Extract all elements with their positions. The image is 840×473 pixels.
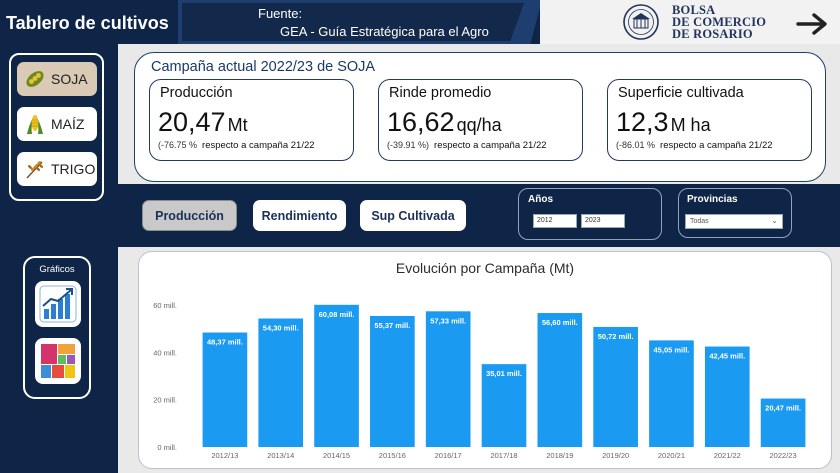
- year-from-input[interactable]: 2012: [533, 214, 577, 228]
- treemap-icon: [41, 344, 75, 378]
- bar[interactable]: [649, 340, 694, 447]
- chart-section: Evolución por Campaña (Mt) 0 mill. 20 mil…: [118, 247, 840, 473]
- soy-icon: [26, 71, 44, 87]
- bar[interactable]: [537, 313, 583, 447]
- metric-button-sup-cultivada[interactable]: Sup Cultivada: [360, 200, 466, 231]
- org-logo-area: [540, 0, 840, 44]
- x-tick-label: 2019/20: [602, 451, 629, 460]
- kpi-change: (-86.01 % respecto a campaña 21/22: [616, 140, 773, 151]
- provinces-dropdown[interactable]: Todas ⌄: [685, 214, 783, 229]
- bar-data-label: 54,30 mill.: [263, 323, 299, 332]
- crop-label-trigo: TRIGO: [51, 161, 96, 177]
- kpi-value: 20,47 Mt: [158, 107, 248, 137]
- arrow-right-icon[interactable]: [796, 12, 830, 36]
- bar-chart: 0 mill. 20 mill. 40 mill. 60 mill. 48,37 mil…: [153, 301, 806, 460]
- bar[interactable]: [258, 318, 304, 447]
- x-tick-label: 2017/18: [490, 451, 517, 460]
- bar-data-label: 55,37 mill.: [374, 321, 410, 330]
- campaign-title: Campaña actual 2022/23 de SOJA: [151, 59, 376, 75]
- kpi-title: Producción: [160, 85, 233, 101]
- kpi-section: Campaña actual 2022/23 de SOJA Producció…: [118, 44, 840, 184]
- bar[interactable]: [202, 332, 248, 447]
- kpi-title: Superficie cultivada: [618, 85, 744, 101]
- header-bar: Tablero de cultivos Fuente: GEA - Guía E…: [0, 0, 840, 44]
- provinces-filter-title: Provincias: [687, 194, 738, 205]
- bar-data-label: 20,47 mill.: [765, 404, 801, 413]
- bar-chart-button[interactable]: [35, 281, 81, 327]
- x-tick-label: 2013/14: [267, 451, 294, 460]
- bar[interactable]: [593, 326, 638, 447]
- campaign-panel: Campaña actual 2022/23 de SOJA Producció…: [134, 52, 826, 182]
- bar-data-label: 35,01 mill.: [486, 369, 522, 378]
- source-panel: [182, 3, 524, 41]
- chart-panel: Evolución por Campaña (Mt) 0 mill. 20 mil…: [138, 251, 832, 469]
- bar-data-label: 48,37 mill.: [207, 338, 243, 347]
- chevron-down-icon: ⌄: [771, 216, 778, 225]
- kpi-value: 12,3 M ha: [616, 107, 711, 137]
- x-tick-label: 2015/16: [379, 451, 406, 460]
- bar[interactable]: [481, 364, 527, 447]
- kpi-card-rinde: Rinde promedio 16,62 qq/ha (-39.91 %) resp…: [378, 79, 583, 161]
- org-seal-icon: [623, 4, 659, 40]
- y-tick-label: 0 mill.: [157, 443, 177, 452]
- bar[interactable]: [425, 311, 471, 447]
- bar[interactable]: [760, 398, 806, 447]
- bar-data-label: 42,45 mill.: [709, 352, 745, 361]
- chart-title: Evolución por Campaña (Mt): [395, 260, 575, 276]
- kpi-value: 16,62 qq/ha: [387, 107, 502, 137]
- bar[interactable]: [370, 315, 415, 447]
- app-title: Tablero de cultivos: [6, 13, 169, 33]
- kpi-title: Rinde promedio: [389, 85, 492, 101]
- kpi-card-superficie: Superficie cultivada 12,3 M ha (-86.01 % r…: [607, 79, 812, 161]
- crop-label-maiz: MAÍZ: [51, 116, 85, 132]
- crop-label-soja: SOJA: [51, 71, 88, 87]
- x-tick-label: 2012/13: [211, 451, 238, 460]
- year-to-input[interactable]: 2023: [581, 214, 625, 228]
- bar-data-label: 60,08 mill.: [319, 310, 355, 319]
- bar[interactable]: [314, 304, 359, 447]
- x-tick-label: 2014/15: [323, 451, 350, 460]
- bar[interactable]: [704, 346, 750, 447]
- kpi-change: (-39.91 %) respecto a campaña 21/22: [387, 140, 547, 151]
- x-tick-label: 2016/17: [435, 451, 462, 460]
- treemap-button[interactable]: [35, 338, 81, 384]
- kpi-card-produccion: Producción 20,47 Mt (-76.75 % respecto a c…: [149, 79, 354, 161]
- bar-data-label: 56,60 mill.: [542, 318, 578, 327]
- corn-icon: [27, 115, 43, 134]
- x-tick-label: 2021/22: [714, 451, 741, 460]
- wheat-icon: [26, 161, 43, 179]
- crop-button-trigo[interactable]: TRIGO: [17, 152, 97, 186]
- source-label: Fuente:: [258, 6, 303, 21]
- bar-chart-icon: [39, 285, 77, 323]
- metric-button-rendimiento[interactable]: Rendimiento: [253, 200, 346, 231]
- x-tick-label: 2022/23: [770, 451, 797, 460]
- years-filter-title: Años: [528, 194, 553, 205]
- bar-data-label: 57,33 mill.: [430, 316, 466, 325]
- kpi-change: (-76.75 % respecto a campaña 21/22: [158, 140, 315, 151]
- crop-selector: SOJA MAÍZ TRIGO: [9, 53, 104, 201]
- crop-button-maiz[interactable]: MAÍZ: [17, 107, 97, 141]
- y-tick-label: 60 mill.: [153, 301, 177, 310]
- y-tick-label: 40 mill.: [153, 348, 177, 357]
- years-filter: Años 2012 2023: [518, 188, 662, 240]
- x-tick-label: 2020/21: [658, 451, 685, 460]
- graphs-panel: Gráficos: [23, 256, 91, 399]
- metric-button-produccion[interactable]: Producción: [142, 200, 237, 231]
- bar-data-label: 50,72 mill.: [598, 332, 634, 341]
- org-name: BOLSA DE COMERCIO DE ROSARIO: [672, 3, 767, 41]
- x-tick-label: 2018/19: [546, 451, 573, 460]
- bar-data-label: 45,05 mill.: [654, 345, 690, 354]
- provinces-filter: Provincias Todas ⌄: [678, 188, 792, 238]
- crop-button-soja[interactable]: SOJA: [17, 62, 97, 96]
- graphs-title: Gráficos: [39, 264, 75, 275]
- y-tick-label: 20 mill.: [153, 396, 177, 405]
- source-value: GEA - Guía Estratégica para el Agro: [280, 24, 489, 39]
